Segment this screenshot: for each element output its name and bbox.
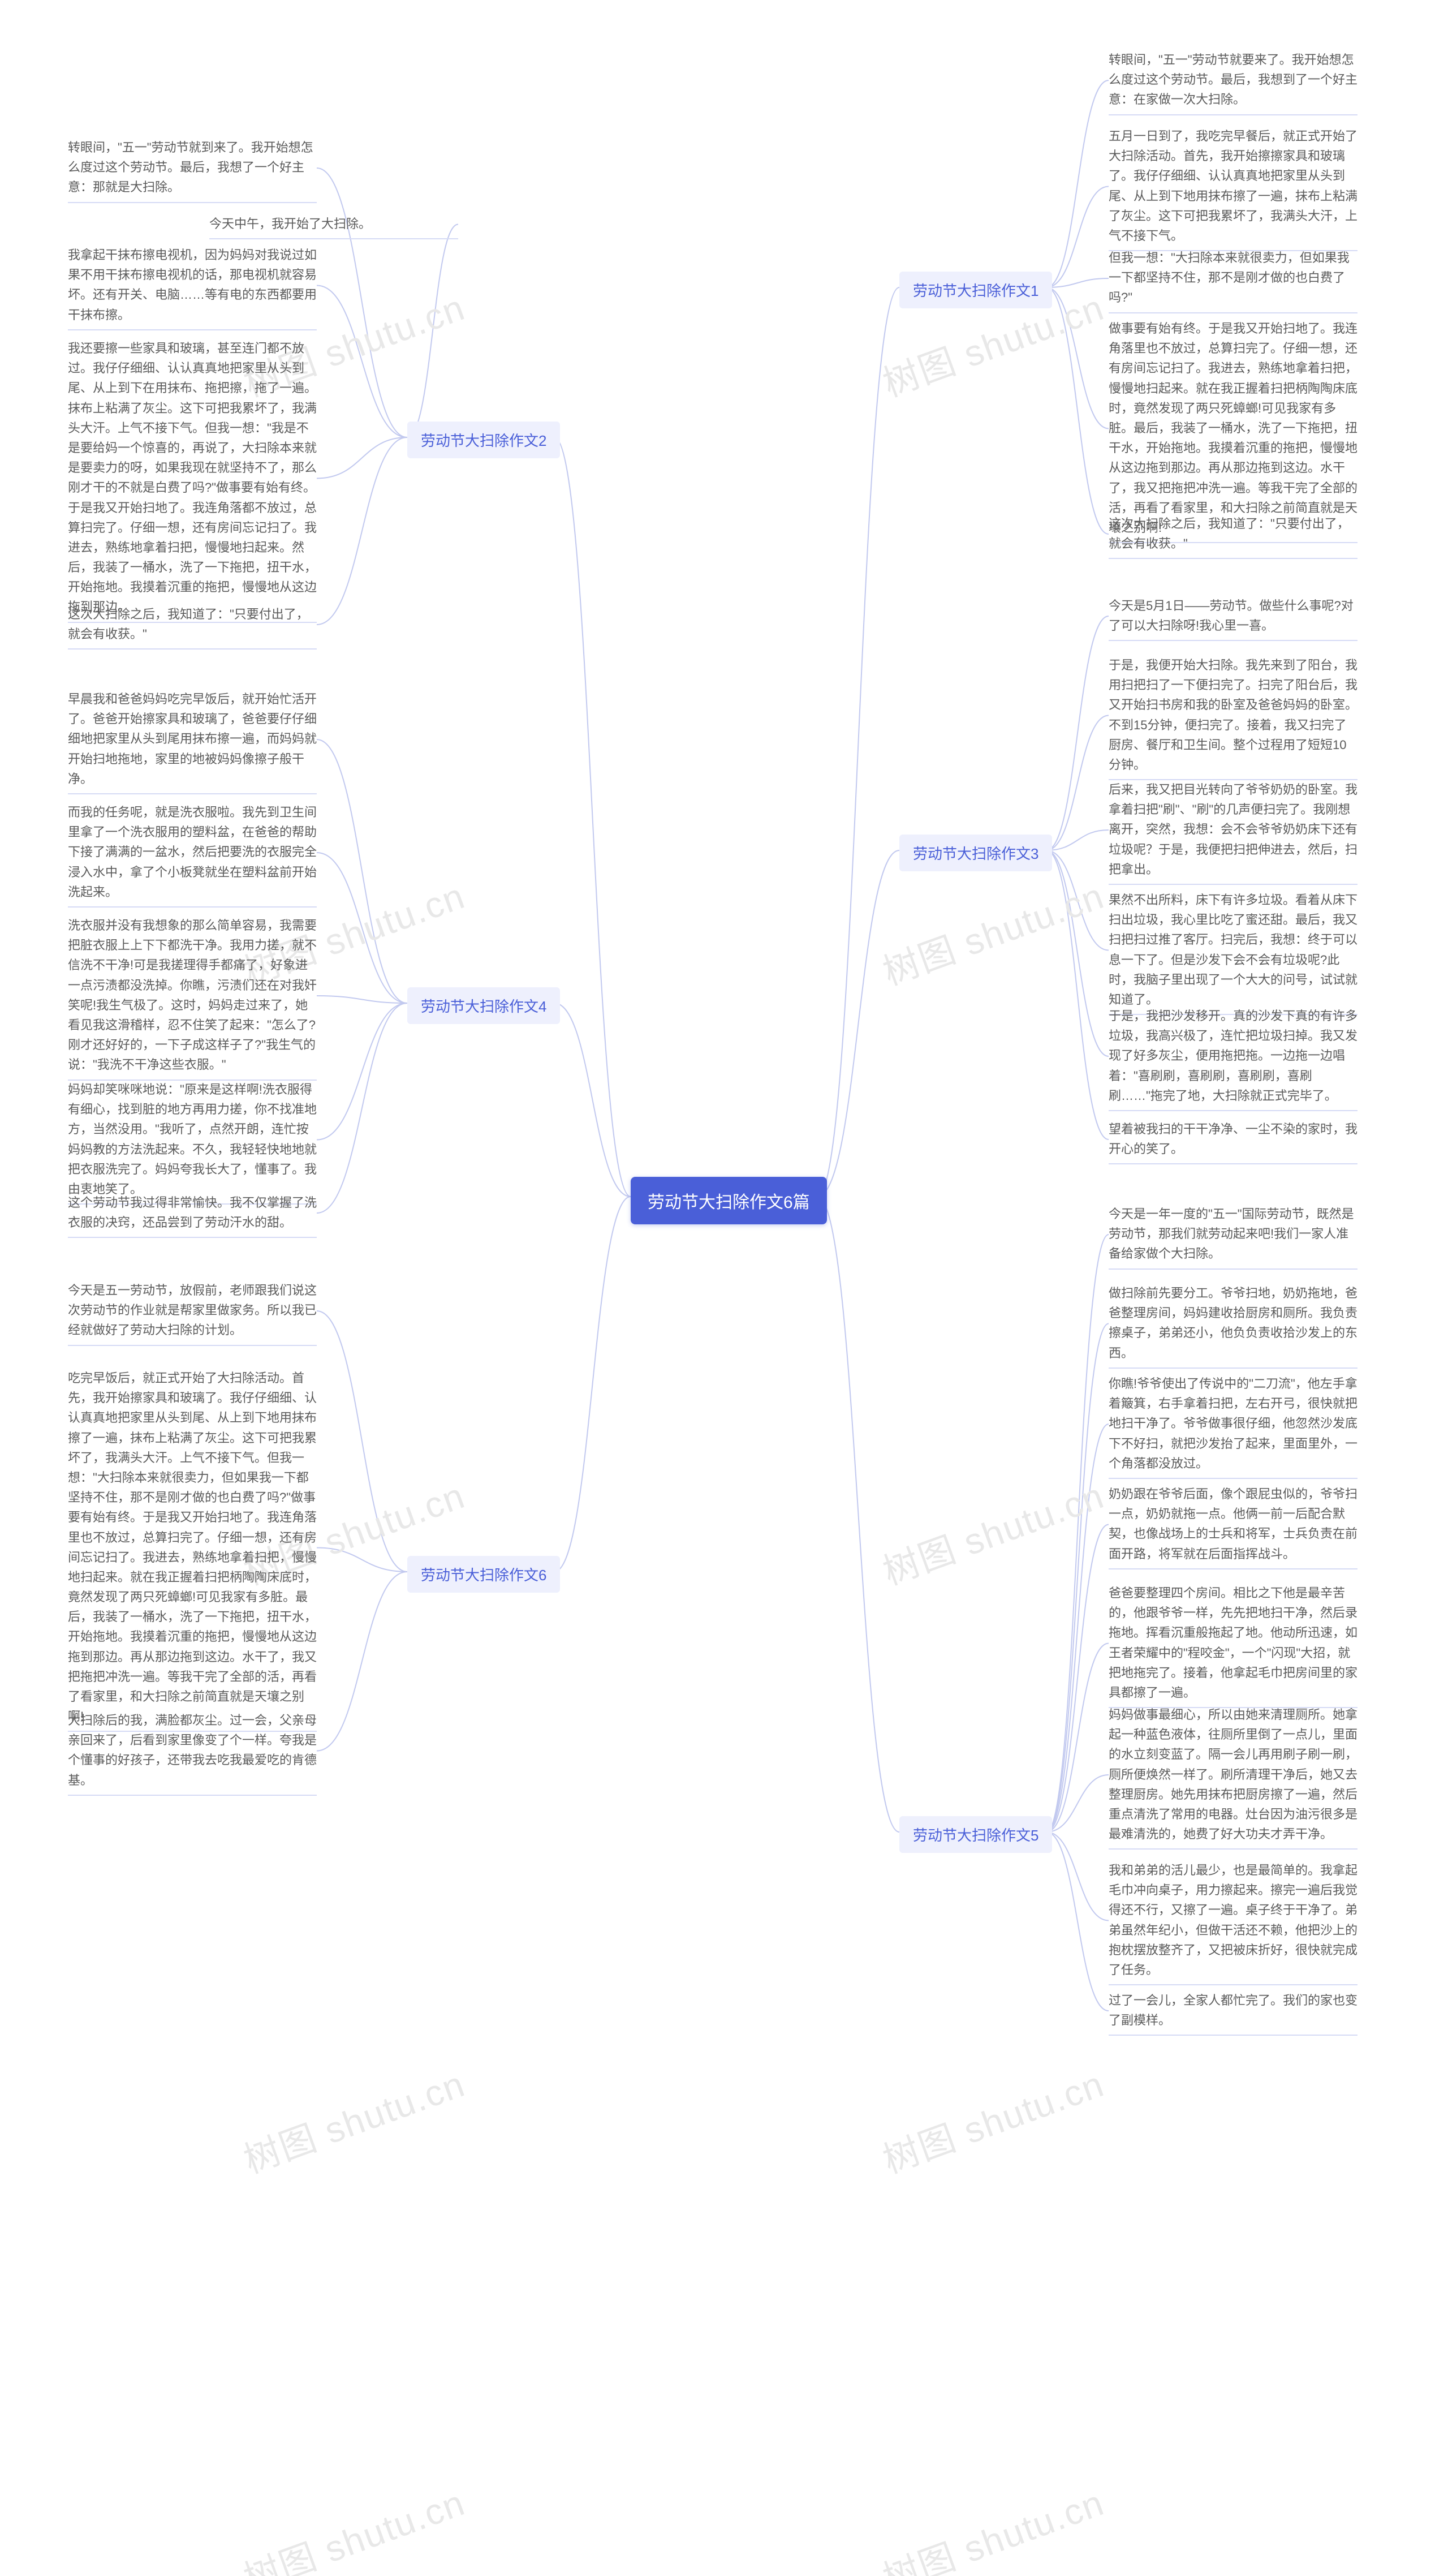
center-node: 劳动节大扫除作文6篇 (631, 1177, 827, 1224)
leaf-node: 今天是五一劳动节，放假前，老师跟我们说这次劳动节的作业就是帮家里做家务。所以我已… (68, 1276, 317, 1346)
watermark-text: 树图 shutu.cn (875, 2055, 1110, 2184)
leaf-node: 我和弟弟的活儿最少，也是最简单的。我拿起毛巾冲向桌子，用力擦起来。擦完一遍后我觉… (1109, 1856, 1358, 1985)
watermark-text: 树图 shutu.cn (236, 2055, 471, 2184)
leaf-node: 但我一想："大扫除本来就很卖力，但如果我一下都坚持不住，那不是刚才做的也白费了吗… (1109, 243, 1358, 313)
leaf-node: 转眼间，"五一"劳动节就要来了。我开始想怎么度过这个劳动节。最后，我想到了一个好… (1109, 45, 1358, 115)
branch-node: 劳动节大扫除作文3 (899, 835, 1052, 871)
leaf-node: 做扫除前先要分工。爷爷扫地，奶奶拖地，爸爸整理房间，妈妈建收拾厨房和厕所。我负责… (1109, 1279, 1358, 1369)
watermark-text: 树图 shutu.cn (236, 2474, 471, 2576)
watermark-text: 树图 shutu.cn (875, 867, 1110, 996)
leaf-node: 而我的任务呢，就是洗衣服啦。我先到卫生间里拿了一个洗衣服用的塑料盆，在爸爸的帮助… (68, 798, 317, 908)
leaf-node: 于是，我便开始大扫除。我先来到了阳台，我用扫把扫了一下便扫完了。扫完了阳台后，我… (1109, 651, 1358, 780)
watermark-text: 树图 shutu.cn (875, 1467, 1110, 1596)
leaf-node: 爸爸要整理四个房间。相比之下他是最辛苦的，他跟爷爷一样，先先把地扫干净，然后录拖… (1109, 1579, 1358, 1708)
center-label: 劳动节大扫除作文6篇 (648, 1193, 810, 1212)
leaf-node: 这次大扫除之后，我知道了："只要付出了，就会有收获。" (68, 600, 317, 650)
leaf-node: 过了一会儿，全家人都忙完了。我们的家也变了副模样。 (1109, 1986, 1358, 2036)
leaf-node: 今天是一年一度的"五一"国际劳动节，既然是劳动节，那我们就劳动起来吧!我们一家人… (1109, 1199, 1358, 1270)
leaf-node: 洗衣服并没有我想象的那么简单容易，我需要把脏衣服上上下下都洗干净。我用力搓，就不… (68, 911, 317, 1081)
leaf-node: 我拿起干抹布擦电视机，因为妈妈对我说过如果不用干抹布擦电视机的话，那电视机就容易… (68, 240, 317, 330)
leaf-node: 这个劳动节我过得非常愉快。我不仅掌握了洗衣服的决窍，还品尝到了劳动汗水的甜。 (68, 1188, 317, 1238)
leaf-node: 吃完早饭后，就正式开始了大扫除活动。首先，我开始擦家具和玻璃了。我仔仔细细、认认… (68, 1364, 317, 1732)
leaf-node: 于是，我把沙发移开。真的沙发下真的有许多垃圾，我高兴极了，连忙把垃圾扫掉。我又发… (1109, 1001, 1358, 1111)
leaf-node: 今天是5月1日——劳动节。做些什么事呢?对了可以大扫除呀!我心里一喜。 (1109, 591, 1358, 641)
leaf-node: 这次大扫除之后，我知道了："只要付出了，就会有收获。" (1109, 509, 1358, 559)
leaf-node: 转眼间，"五一"劳动节就到来了。我开始想怎么度过这个劳动节。最后，我想了一个好主… (68, 133, 317, 203)
leaf-node: 你瞧!爷爷使出了传说中的"二刀流"，他左手拿着簸箕，右手拿着扫把，左右开弓，很快… (1109, 1369, 1358, 1479)
leaf-node: 今天中午，我开始了大扫除。 (209, 209, 458, 239)
leaf-node: 奶奶跟在爷爷后面，像个跟屁虫似的，爷爷扫一点，奶奶就拖一点。他俩一前一后配合默契… (1109, 1480, 1358, 1569)
leaf-node: 果然不出所料，床下有许多垃圾。看着从床下扫出垃圾，我心里比吃了蜜还甜。最后，我又… (1109, 885, 1358, 1015)
branch-node: 劳动节大扫除作文6 (407, 1556, 560, 1593)
branch-node: 劳动节大扫除作文1 (899, 272, 1052, 308)
leaf-node: 妈妈却笑咪咪地说："原来是这样啊!洗衣服得有细心，找到脏的地方再用力搓，你不找准… (68, 1075, 317, 1205)
branch-node: 劳动节大扫除作文4 (407, 987, 560, 1024)
leaf-node: 早晨我和爸爸妈妈吃完早饭后，就开始忙活开了。爸爸开始擦家具和玻璃了，爸爸要仔仔细… (68, 685, 317, 794)
leaf-node: 后来，我又把目光转向了爷爷奶奶的卧室。我拿着扫把"刷"、"刷"的几声便扫完了。我… (1109, 775, 1358, 885)
leaf-node: 望着被我扫的干干净净、一尘不染的家时，我开心的笑了。 (1109, 1115, 1358, 1164)
leaf-node: 我还要擦一些家具和玻璃，甚至连门都不放过。我仔仔细细、认认真真地把家里从头到尾、… (68, 334, 317, 623)
mindmap-canvas: 树图 shutu.cn 树图 shutu.cn 树图 shutu.cn 树图 shut… (0, 0, 1448, 2576)
branch-node: 劳动节大扫除作文5 (899, 1816, 1052, 1853)
leaf-node: 妈妈做事最细心，所以由她来清理厕所。她拿起一种蓝色液体，往厕所里倒了一点儿，里面… (1109, 1700, 1358, 1850)
branch-node: 劳动节大扫除作文2 (407, 422, 560, 458)
leaf-node: 五月一日到了，我吃完早餐后，就正式开始了大扫除活动。首先，我开始擦擦家具和玻璃了… (1109, 122, 1358, 251)
watermark-text: 树图 shutu.cn (875, 2474, 1110, 2576)
leaf-node: 大扫除后的我，满脸都灰尘。过一会，父亲母亲回来了，后看到家里像变了个一样。夸我是… (68, 1706, 317, 1796)
